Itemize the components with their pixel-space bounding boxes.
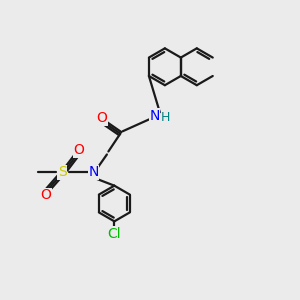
- Text: N: N: [149, 109, 160, 123]
- Text: Cl: Cl: [107, 227, 121, 241]
- Text: H: H: [161, 111, 170, 124]
- Text: N: N: [88, 165, 99, 179]
- Text: O: O: [73, 143, 84, 157]
- Text: S: S: [58, 165, 67, 179]
- Text: O: O: [96, 111, 107, 125]
- Text: O: O: [40, 188, 51, 203]
